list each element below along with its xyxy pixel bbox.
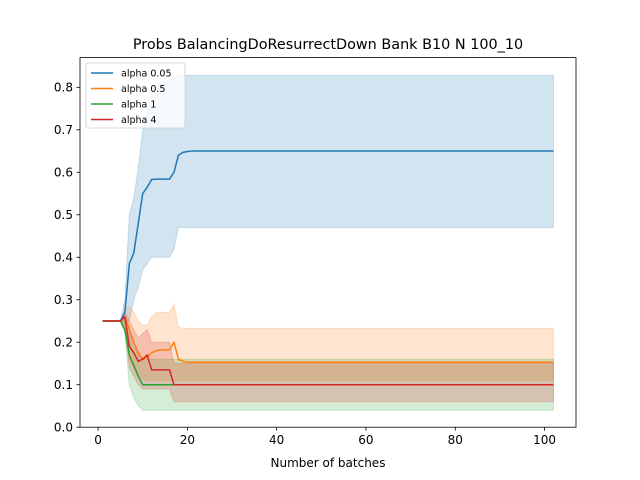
y-tick-label: 0.7 (54, 123, 73, 137)
legend-label-3: alpha 4 (121, 115, 156, 126)
y-tick-label: 0.6 (54, 166, 73, 180)
x-tick-label: 0 (94, 433, 102, 447)
legend-label-1: alpha 0.5 (121, 84, 165, 95)
x-axis-label: Number of batches (271, 456, 386, 470)
line-series-3 (102, 315, 554, 386)
legend-box (85, 62, 186, 129)
y-tick-label: 0.4 (54, 251, 73, 265)
legend-label-0: alpha 0.05 (121, 68, 172, 79)
x-axis: 0 20 40 60 80 100 (94, 427, 556, 447)
y-tick-label: 0.0 (54, 421, 73, 435)
y-tick-label: 0.5 (54, 208, 73, 222)
y-tick-label: 0.1 (54, 378, 73, 392)
x-tick-label: 100 (533, 433, 556, 447)
plot-frame (79, 57, 577, 428)
series-lines (102, 150, 554, 386)
x-tick-label: 60 (358, 433, 373, 447)
y-tick-label: 0.2 (54, 336, 73, 350)
legend: alpha 0.05 alpha 0.5 alpha 1 alpha 4 (85, 62, 186, 129)
confidence-bands (102, 74, 554, 411)
x-tick-label: 80 (448, 433, 463, 447)
x-tick-label: 40 (269, 433, 284, 447)
y-tick-label: 0.8 (54, 81, 73, 95)
chart-title: Probs BalancingDoResurrectDown Bank B10 … (133, 37, 523, 53)
y-tick-label: 0.3 (54, 293, 73, 307)
band-series-3 (102, 311, 554, 403)
y-axis: 0.0 0.1 0.2 0.3 0.4 0.5 0.6 0.7 0.8 (54, 81, 80, 435)
legend-label-2: alpha 1 (121, 99, 156, 110)
x-tick-label: 20 (180, 433, 195, 447)
